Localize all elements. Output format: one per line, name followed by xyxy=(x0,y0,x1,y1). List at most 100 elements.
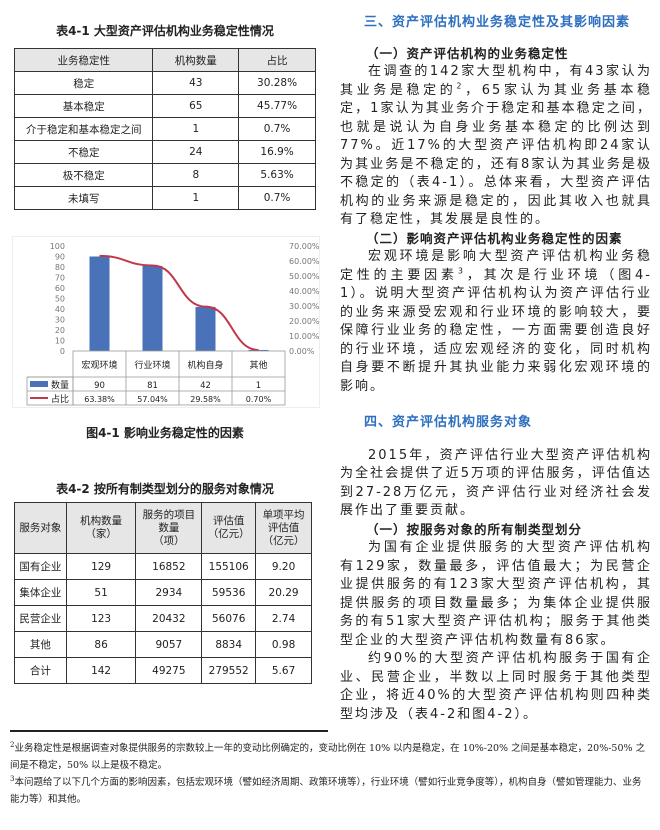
category-label: 行业环境 xyxy=(134,359,170,371)
table-cell: 介于稳定和基本稳定之间 xyxy=(13,117,154,141)
table-cell: 民营企业 xyxy=(14,605,67,632)
y-tick-label: 40 xyxy=(55,305,65,314)
table-cell: 未填写 xyxy=(13,186,154,210)
legend-line-name: 占比 xyxy=(51,393,69,405)
table-cell: 51 xyxy=(65,579,137,606)
table-row: 基本稳定 65 45.77% xyxy=(13,94,316,118)
table-row: 合计 142 49275 279552 5.67 xyxy=(14,657,312,684)
table-cell: 49275 xyxy=(135,657,203,684)
table-cell: 155106 xyxy=(201,553,257,580)
y-tick-label: 30 xyxy=(55,316,65,325)
table-row: 介于稳定和基本稳定之间 1 0.7% xyxy=(13,117,316,141)
table-cell: 86 xyxy=(65,631,137,658)
table1-header-row: 业务稳定性 机构数量 占比 xyxy=(13,48,316,72)
table-cell: 极不稳定 xyxy=(13,163,154,187)
y-tick-label: 100 xyxy=(50,242,65,251)
table-cell: 142 xyxy=(65,657,137,684)
table-row: 其他 86 9057 8834 0.98 xyxy=(14,631,312,658)
table-cell: 0.7% xyxy=(238,186,316,210)
y2-tick-label: 70.00% xyxy=(289,242,319,251)
table-cell: 2934 xyxy=(135,579,203,606)
column-header: 单项平均 评估值 （亿元） xyxy=(255,502,312,554)
footnote-ref-2[interactable]: 2 xyxy=(456,81,464,91)
figure1-chart: 0 10 20 30 40 50 60 70 80 90 100 0.00% 10.00% 20.00% 3… xyxy=(12,236,320,408)
bar-机构自身 xyxy=(195,306,216,351)
table-cell: 59536 xyxy=(201,579,257,606)
footnote-ref-3[interactable]: 3 xyxy=(457,266,465,276)
table-cell: 16.9% xyxy=(238,140,316,164)
paragraph-text: 在调查的142家大型机构中，有43家认为其业务是稳定的 xyxy=(340,64,652,98)
table-cell: 8 xyxy=(152,163,240,187)
category-label: 机构自身 xyxy=(187,359,223,371)
paragraph-services: 2015年，资产评估行业大型资产评估机构为全社会提供了近5万项的评估服务，评估值… xyxy=(340,447,652,519)
column-header: 业务稳定性 xyxy=(13,48,154,72)
y-tick-label: 10 xyxy=(55,337,65,346)
category-label: 宏观环境 xyxy=(81,359,117,371)
footnote-mark: 3 xyxy=(10,774,15,783)
column-header: 机构数量 （家） xyxy=(65,502,137,554)
table-cell: 集体企业 xyxy=(14,579,67,606)
table-row: 稳定 43 30.28% xyxy=(13,71,316,95)
legend-bar-name: 数量 xyxy=(51,379,69,391)
table-cell: 20.29 xyxy=(255,579,312,606)
line-data-label: 0.70% xyxy=(246,395,272,404)
y2-tick-label: 60.00% xyxy=(289,257,319,266)
table-cell: 8834 xyxy=(201,631,257,658)
line-data-label: 63.38% xyxy=(84,395,115,404)
table-cell: 20432 xyxy=(135,605,203,632)
table-cell: 合计 xyxy=(14,657,67,684)
table-cell: 基本稳定 xyxy=(13,94,154,118)
bar-data-label: 42 xyxy=(200,381,211,391)
table2-title: 表4-2 按所有制类型划分的服务对象情况 xyxy=(56,482,274,496)
table-cell: 0.7% xyxy=(238,117,316,141)
table-cell: 稳定 xyxy=(13,71,154,95)
legend-bar-swatch xyxy=(30,381,48,387)
table-cell: 5.63% xyxy=(238,163,316,187)
table-cell: 16852 xyxy=(135,553,203,580)
table-cell: 45.77% xyxy=(238,94,316,118)
paragraph-text: 宏观环境是影响大型资产评估机构业务稳定性的主要因素 xyxy=(340,249,652,283)
y-tick-label: 0 xyxy=(60,347,65,356)
paragraph-factors: 宏观环境是影响大型资产评估机构业务稳定性的主要因素3，其次是行业环境（图4-1）… xyxy=(340,248,652,396)
table1-title: 表4-1 大型资产评估机构业务稳定性情况 xyxy=(56,24,274,38)
paragraph-text: ，65家认为其业务基本稳定，1家认为其业务介于稳定和基本稳定之间，也就是说认为自… xyxy=(340,82,652,228)
table-cell: 24 xyxy=(152,140,240,164)
table1: 业务稳定性 机构数量 占比 稳定 43 30.28% 基本稳定 65 45.77% 介于稳定和基本… xyxy=(13,48,316,210)
paragraph-text: ，其次是行业环境（图4-1）。说明大型资产评估机构认为资产评估行业的业务来源受宏… xyxy=(340,267,652,394)
footnotes: 2业务稳定性是根据调查对象提供服务的宗数较上一年的变动比例确定的，变动比例在 1… xyxy=(10,740,650,808)
bar-data-label: 81 xyxy=(147,381,158,391)
line-data-label: 57.04% xyxy=(137,395,168,404)
footnote-3: 3本问题给了以下几个方面的影响因素，包括宏观环境（譬如经济周期、政策环境等），行… xyxy=(10,774,650,808)
table-cell: 123 xyxy=(65,605,137,632)
table-cell: 9057 xyxy=(135,631,203,658)
table-row: 极不稳定 8 5.63% xyxy=(13,163,316,187)
right-column: 三、资产评估机构业务稳定性及其影响因素 （一）资产评估机构的业务稳定性 在调查的… xyxy=(340,14,652,724)
column-header: 机构数量 xyxy=(152,48,240,72)
line-data-label: 29.58% xyxy=(190,395,221,404)
y-tick-label: 70 xyxy=(55,274,65,283)
y-tick-label: 60 xyxy=(55,284,65,293)
paragraph-stability: 在调查的142家大型机构中，有43家认为其业务是稳定的2，65家认为其业务基本稳… xyxy=(340,63,652,230)
footnote-text: 本问题给了以下几个方面的影响因素，包括宏观环境（譬如经济周期、政策环境等），行业… xyxy=(10,777,642,805)
bar-data-label: 90 xyxy=(94,381,105,391)
table-row: 集体企业 51 2934 59536 20.29 xyxy=(14,579,312,606)
bar-行业环境 xyxy=(142,265,163,351)
bar-宏观环境 xyxy=(89,256,110,351)
table-cell: 9.20 xyxy=(255,553,312,580)
column-header: 评估值 （亿元） xyxy=(201,502,257,554)
table2-header-row: 服务对象 机构数量 （家） 服务的项目 数量 （项） 评估值 （亿元） 单项平均 评估值… xyxy=(14,502,312,554)
y-tick-label: 20 xyxy=(55,326,65,335)
footnote-divider xyxy=(10,730,328,732)
table-cell: 30.28% xyxy=(238,71,316,95)
table-cell: 2.74 xyxy=(255,605,312,632)
subheading-3-2: （二）影响资产评估机构业务稳定性的因素 xyxy=(366,230,623,246)
table-cell: 1 xyxy=(152,186,240,210)
column-header: 占比 xyxy=(238,48,316,72)
column-header: 服务的项目 数量 （项） xyxy=(135,502,203,554)
paragraph-ownership: 为国有企业提供服务的大型资产评估机构有129家，数量最多，评估值最大；为民营企业… xyxy=(340,540,652,648)
y-tick-label: 50 xyxy=(55,295,65,304)
table-row: 国有企业 129 16852 155106 9.20 xyxy=(14,553,312,580)
table-cell: 56076 xyxy=(201,605,257,632)
table-row: 民营企业 123 20432 56076 2.74 xyxy=(14,605,312,632)
table-cell: 1 xyxy=(152,117,240,141)
